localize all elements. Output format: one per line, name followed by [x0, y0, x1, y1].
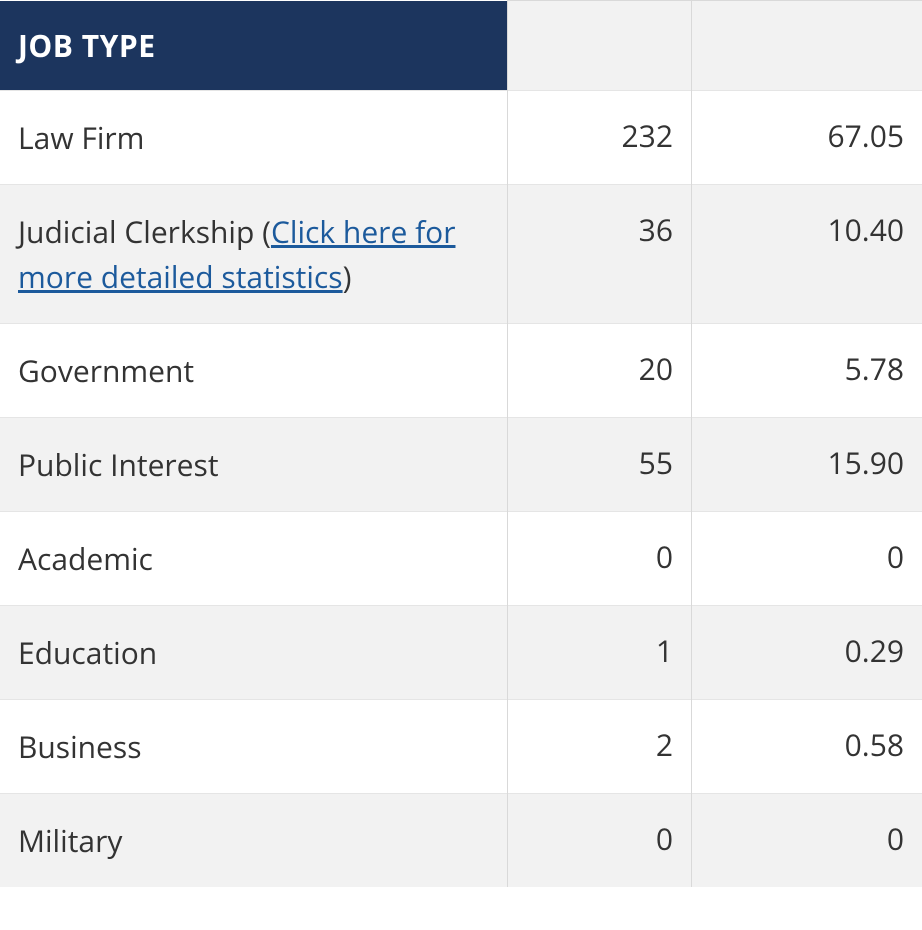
row-percent: 0.58 [691, 699, 922, 793]
row-label: Public Interest [0, 417, 507, 511]
row-count: 232 [507, 90, 691, 184]
row-percent: 0 [691, 793, 922, 887]
row-count: 0 [507, 793, 691, 887]
row-label: Military [0, 793, 507, 887]
table-row: Academic 0 0 [0, 511, 922, 605]
header-job-type: Job Type [0, 1, 507, 91]
row-label: Law Firm [0, 90, 507, 184]
row-count: 36 [507, 184, 691, 323]
table-header-row: Job Type [0, 1, 922, 91]
job-type-table: Job Type Law Firm 232 67.05 Judicial Cle… [0, 0, 922, 887]
table-row: Judicial Clerkship (Click here for more … [0, 184, 922, 323]
row-label: Education [0, 605, 507, 699]
table-row: Public Interest 55 15.90 [0, 417, 922, 511]
table-row: Business 2 0.58 [0, 699, 922, 793]
row-count: 1 [507, 605, 691, 699]
row-count: 20 [507, 323, 691, 417]
table-row: Military 0 0 [0, 793, 922, 887]
row-percent: 0 [691, 511, 922, 605]
table-row: Law Firm 232 67.05 [0, 90, 922, 184]
row-count: 55 [507, 417, 691, 511]
row-count: 2 [507, 699, 691, 793]
header-count [507, 1, 691, 91]
row-label: Business [0, 699, 507, 793]
row-percent: 5.78 [691, 323, 922, 417]
table-row: Government 20 5.78 [0, 323, 922, 417]
row-label-prefix: Judicial Clerkship ( [18, 211, 271, 252]
row-count: 0 [507, 511, 691, 605]
row-label: Academic [0, 511, 507, 605]
row-label: Government [0, 323, 507, 417]
row-label: Judicial Clerkship (Click here for more … [0, 184, 507, 323]
row-label-suffix: ) [343, 256, 352, 297]
row-percent: 67.05 [691, 90, 922, 184]
row-percent: 15.90 [691, 417, 922, 511]
table-row: Education 1 0.29 [0, 605, 922, 699]
row-percent: 10.40 [691, 184, 922, 323]
row-percent: 0.29 [691, 605, 922, 699]
header-percent [691, 1, 922, 91]
